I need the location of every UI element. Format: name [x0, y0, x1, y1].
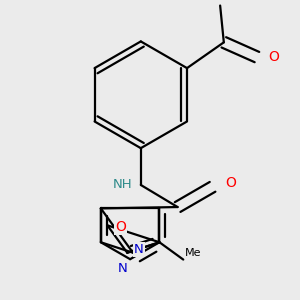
Text: O: O	[115, 220, 126, 234]
Text: N: N	[134, 243, 144, 256]
Text: NH: NH	[112, 178, 132, 191]
Text: O: O	[226, 176, 236, 190]
Text: O: O	[268, 50, 279, 64]
Text: N: N	[118, 262, 128, 275]
Text: Me: Me	[185, 248, 202, 258]
